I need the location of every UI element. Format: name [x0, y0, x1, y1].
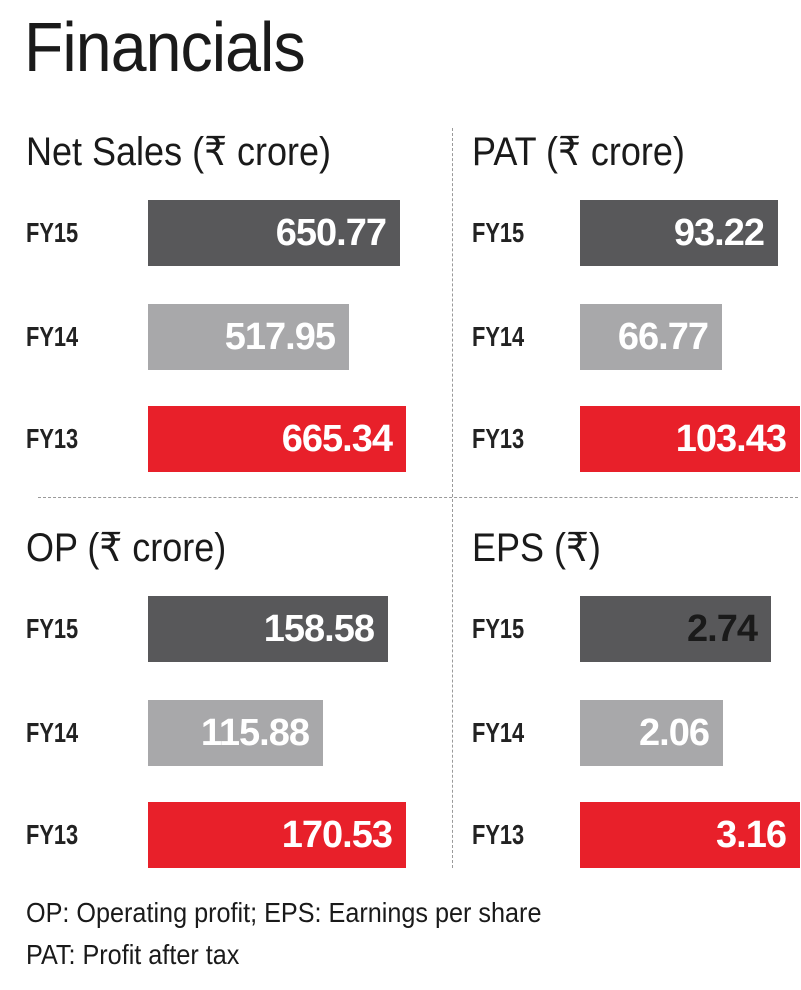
- op-bar-fy15: 158.58: [148, 596, 388, 662]
- chart-title: Financials: [24, 8, 306, 86]
- net-sales-bar-fy14: 517.95: [148, 304, 349, 370]
- pat-value-label-fy15: 93.22: [673, 212, 765, 254]
- net-sales-category-label-fy14: FY14: [26, 321, 79, 352]
- op-value-label-fy13: 170.53: [281, 814, 393, 856]
- pat-panel: PAT (₹ crore) FY15 93.22 FY14 66.77 FY13 103.4…: [472, 132, 801, 482]
- net-sales-bar-fy13: 665.34: [148, 406, 406, 472]
- eps-bar-fy13: 3.16: [580, 802, 800, 868]
- eps-title: EPS (₹): [472, 526, 601, 570]
- op-title: OP (₹ crore): [26, 526, 227, 570]
- eps-value-label-fy15: 2.74: [687, 608, 758, 650]
- op-bar-fy13: 170.53: [148, 802, 406, 868]
- op-category-label-fy15: FY15: [26, 613, 79, 644]
- pat-category-label-fy14: FY14: [472, 321, 525, 352]
- net-sales-value-label-fy13: 665.34: [281, 418, 393, 460]
- op-category-label-fy13: FY13: [26, 819, 79, 850]
- eps-category-label-fy13: FY13: [472, 819, 525, 850]
- pat-category-label-fy15: FY15: [472, 217, 525, 248]
- eps-category-label-fy15: FY15: [472, 613, 525, 644]
- pat-bar-fy14: 66.77: [580, 304, 722, 370]
- net-sales-title: Net Sales (₹ crore): [26, 130, 331, 174]
- net-sales-value-label-fy15: 650.77: [275, 212, 387, 254]
- op-panel: OP (₹ crore) FY15 158.58 FY14 115.88 FY13 170.…: [26, 526, 406, 878]
- net-sales-category-label-fy13: FY13: [26, 423, 79, 454]
- footnote-abbreviations: OP: Operating profit; EPS: Earnings per …: [26, 897, 542, 928]
- net-sales-panel: Net Sales (₹ crore) FY15 650.77 FY14 517.95 F…: [26, 130, 406, 482]
- footnote-pat: PAT: Profit after tax: [26, 939, 240, 970]
- pat-bar-fy13: 103.43: [580, 406, 800, 472]
- pat-category-label-fy13: FY13: [472, 423, 525, 454]
- net-sales-category-label-fy15: FY15: [26, 217, 79, 248]
- net-sales-value-label-fy14: 517.95: [224, 316, 336, 358]
- eps-panel: EPS (₹) FY15 2.74 FY14 2.06 FY13 3.16: [472, 528, 801, 878]
- pat-title: PAT (₹ crore): [472, 130, 685, 174]
- pat-bar-fy15: 93.22: [580, 200, 778, 266]
- eps-value-label-fy13: 3.16: [716, 814, 787, 856]
- op-category-label-fy14: FY14: [26, 717, 79, 748]
- op-bar-fy14: 115.88: [148, 700, 323, 766]
- eps-bar-fy14: 2.06: [580, 700, 723, 766]
- eps-category-label-fy14: FY14: [472, 717, 525, 748]
- op-value-label-fy14: 115.88: [200, 712, 310, 754]
- op-value-label-fy15: 158.58: [263, 608, 375, 650]
- pat-value-label-fy13: 103.43: [675, 418, 787, 460]
- vertical-divider: [452, 128, 453, 868]
- net-sales-bar-fy15: 650.77: [148, 200, 400, 266]
- eps-bar-fy15: 2.74: [580, 596, 771, 662]
- horizontal-divider: [38, 497, 798, 498]
- pat-value-label-fy14: 66.77: [617, 316, 709, 358]
- eps-value-label-fy14: 2.06: [639, 712, 710, 754]
